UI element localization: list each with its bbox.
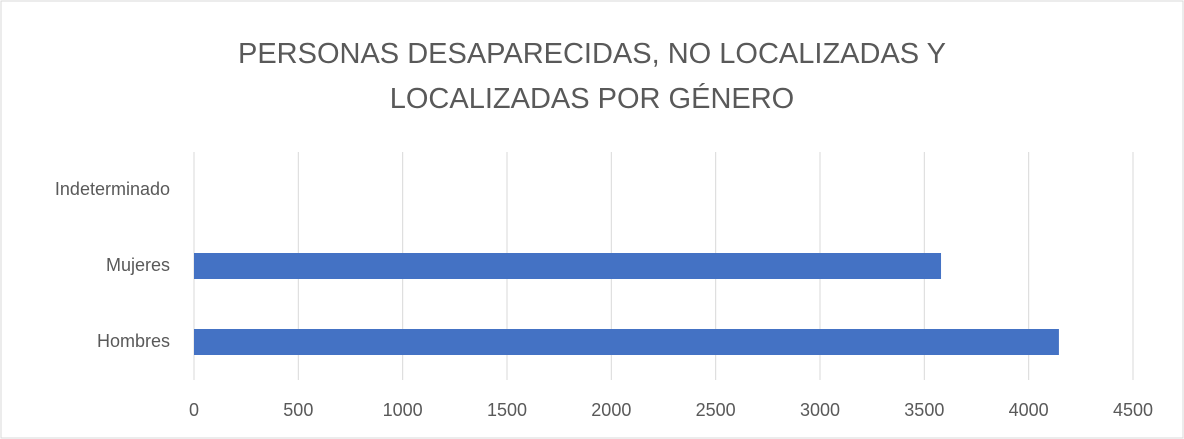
y-tick-label: Indeterminado: [55, 179, 170, 199]
x-tick-label: 3000: [800, 400, 840, 420]
x-tick-label: 2500: [696, 400, 736, 420]
x-tick-label: 1000: [383, 400, 423, 420]
x-tick-label: 3500: [904, 400, 944, 420]
chart-title: PERSONAS DESAPARECIDAS, NO LOCALIZADAS Y…: [237, 38, 947, 115]
x-tick-label: 500: [283, 400, 313, 420]
x-tick-label: 4500: [1113, 400, 1153, 420]
bar: [194, 329, 1059, 355]
x-tick-label: 4000: [1009, 400, 1049, 420]
y-tick-label: Hombres: [97, 331, 170, 351]
x-tick-label: 2000: [591, 400, 631, 420]
bar: [194, 253, 942, 279]
x-tick-label: 1500: [487, 400, 527, 420]
y-tick-label: Mujeres: [106, 255, 170, 275]
x-tick-label: 0: [189, 400, 199, 420]
